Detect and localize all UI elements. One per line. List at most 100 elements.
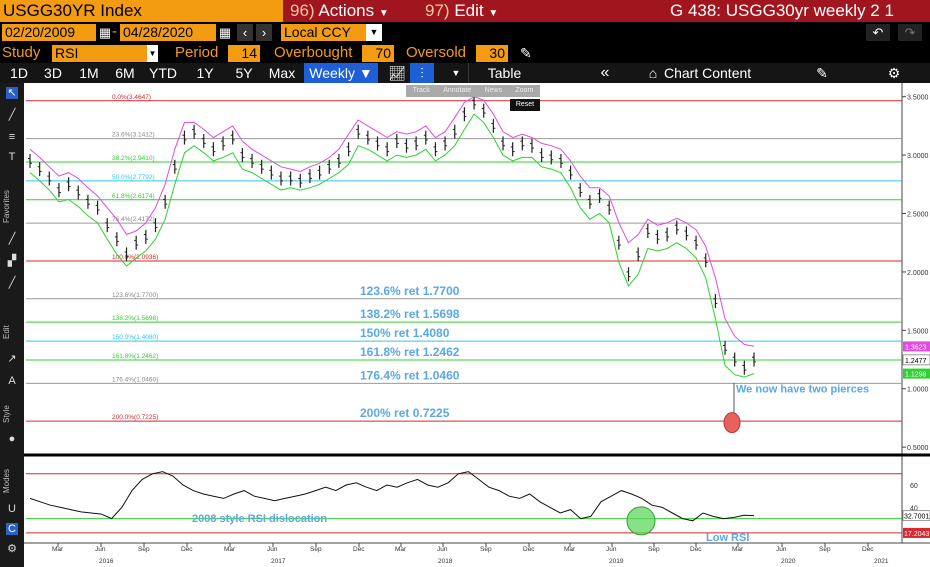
x-year-label: 2016	[99, 558, 114, 565]
annotation-icon[interactable]: A	[8, 375, 16, 387]
next-period-button[interactable]: ›	[256, 24, 272, 41]
start-date-field[interactable]: 02/20/2009	[2, 24, 96, 41]
price-tag	[902, 354, 930, 366]
rsi-highlight	[626, 506, 656, 536]
range-button-1y[interactable]: 1Y	[196, 65, 214, 81]
actions-menu[interactable]: 96) Actions ▼	[290, 0, 410, 22]
x-year-label: 2018	[438, 558, 453, 565]
modes-label: Modes	[2, 468, 11, 493]
text-tool-icon[interactable]: T	[8, 151, 16, 163]
x-year-label: 2017	[271, 558, 286, 565]
annotate-tool[interactable]: Annotate	[443, 87, 472, 94]
y-tick-label: 1.5000	[907, 328, 929, 335]
study-select[interactable]: RSI	[52, 45, 158, 62]
x-year-label: 2019	[609, 558, 624, 565]
ticker-field[interactable]: USGG30YR Index	[0, 0, 283, 22]
range-button-5y[interactable]: 5Y	[235, 65, 253, 81]
bar-chart-icon[interactable]: ⫶	[410, 63, 434, 83]
line-chart-icon[interactable]: 📈︎	[388, 65, 406, 81]
chart-content-button[interactable]: Chart Content	[664, 65, 752, 81]
edit-menu[interactable]: 97) Edit ▼	[425, 0, 525, 22]
x-month-label: Sep	[480, 546, 492, 553]
currency-select[interactable]: Local CCY	[281, 24, 379, 41]
caret-down-icon[interactable]: ▼	[451, 68, 461, 78]
color-icon[interactable]: ●	[8, 433, 16, 445]
collapse-icon[interactable]: «	[600, 64, 610, 81]
rsi-tag	[903, 527, 930, 538]
x-month-label: Dec	[690, 546, 702, 553]
frequency-select[interactable]: Weekly ▼	[304, 63, 378, 83]
chart-area[interactable]: 3.5000 3.0000 2.5000 2.0000 1.5000 1.0000 0.50…	[24, 83, 930, 567]
range-button-6m[interactable]: 6M	[115, 65, 135, 81]
fib-label: 138.2%(1.5698)	[112, 315, 158, 322]
fib-label: 0.0%(3.4647)	[112, 94, 151, 101]
price-tag	[903, 368, 930, 379]
line-tool-icon[interactable]: ╱	[8, 109, 16, 121]
caret-down-icon[interactable]: ▼	[366, 24, 382, 41]
price-tag	[903, 341, 930, 352]
x-month-label: Mar	[732, 546, 744, 553]
gear-icon[interactable]: ⚙	[887, 65, 901, 81]
caret-down-icon[interactable]: ▼	[147, 45, 158, 62]
prev-period-button[interactable]: ‹	[237, 24, 253, 41]
fib-label: 176.4%(1.0460)	[112, 376, 158, 383]
range-button-max[interactable]: Max	[268, 65, 296, 81]
calendar-icon[interactable]: ▦	[217, 24, 233, 41]
chart-title: G 438: USGG30yr weekly 2 1	[660, 0, 930, 22]
track-tool[interactable]: Track	[412, 87, 430, 94]
redo-icon[interactable]: ↷	[898, 24, 922, 41]
overbought-field[interactable]: 70	[362, 45, 394, 62]
pierces-note: We now have two pierces	[736, 383, 869, 395]
range-button-ytd[interactable]: YTD	[149, 65, 177, 81]
lower-band-line	[29, 113, 755, 378]
range-button-3d[interactable]: 3D	[44, 65, 62, 81]
overbought-label: Overbought	[274, 44, 353, 61]
chart-toolbar: Weekly ▼ 📈︎ ⫶ ▼ Table « ⌂ Chart Content …	[0, 63, 930, 83]
rsi-tag	[902, 510, 930, 522]
zoom-tool[interactable]: Zoom	[515, 87, 534, 94]
y-tick-label: 3.0000	[907, 153, 929, 160]
end-date-field[interactable]: 04/28/2020	[120, 24, 216, 41]
price-axis	[902, 83, 930, 567]
range-button-1m[interactable]: 1M	[79, 65, 99, 81]
chart-content-icon: ⌂	[648, 65, 658, 81]
pierce-marker[interactable]	[723, 412, 741, 434]
cursor-icon[interactable]: ↖	[6, 87, 18, 99]
fib-tool-icon[interactable]: ≡	[8, 131, 16, 143]
edit-label: Edit	[454, 1, 484, 20]
fib-annotation: 200% ret 0.7225	[360, 406, 450, 420]
channel-tool-icon[interactable]: ▞	[7, 255, 17, 267]
mode-c-icon[interactable]: C	[6, 523, 18, 535]
magnet-icon[interactable]: U	[8, 503, 16, 515]
ray-tool-icon[interactable]: ╱	[8, 277, 16, 289]
rsi-line	[29, 471, 755, 522]
fib-annotation: 123.6% ret 1.7700	[360, 284, 460, 298]
table-button[interactable]: Table	[468, 63, 540, 83]
x-month-label: Jun	[267, 546, 278, 553]
news-tool[interactable]: News	[484, 87, 503, 94]
y-tick-label: 1.0000	[907, 387, 929, 394]
x-month-label: Jun	[95, 546, 106, 553]
undo-icon[interactable]: ↶	[866, 24, 890, 41]
x-month-label: Jun	[776, 546, 787, 553]
calendar-icon[interactable]: ▦	[97, 24, 113, 41]
pencil-icon[interactable]: ✎	[520, 45, 532, 61]
x-month-label: Dec	[862, 546, 874, 553]
period-field[interactable]: 14	[228, 45, 260, 62]
top-command-bar: USGG30YR Index 96) Actions ▼ 97) Edit ▼ …	[0, 0, 930, 22]
oversold-field[interactable]: 30	[476, 45, 508, 62]
settings-icon[interactable]: ⚙	[7, 543, 17, 555]
reset-button[interactable]: Reset	[510, 99, 540, 111]
range-button-1d[interactable]: 1D	[10, 65, 28, 81]
upper-band-line	[29, 96, 755, 347]
low-rsi-note: Low RSI	[706, 532, 749, 544]
arrow-tool-icon[interactable]: ↗	[7, 353, 17, 365]
overlay-toolbar: Track Annotate News Zoom	[406, 85, 540, 97]
edit-chart-icon[interactable]: ✎	[816, 65, 828, 81]
date-bar: 02/20/2009 ▦ - 04/28/2020 ▦ ‹ › Local CC…	[0, 22, 930, 43]
x-month-label: Mar	[564, 546, 576, 553]
drawing-sidebar: ↖ ╱ ≡ T Favorites ╱ ▞ ╱ Edit ↗ A Style ●…	[0, 83, 24, 567]
fib-label: 200.0%(0.7225)	[112, 414, 158, 421]
edit-label: Edit	[2, 325, 11, 339]
trend-tool-icon[interactable]: ╱	[8, 233, 16, 245]
